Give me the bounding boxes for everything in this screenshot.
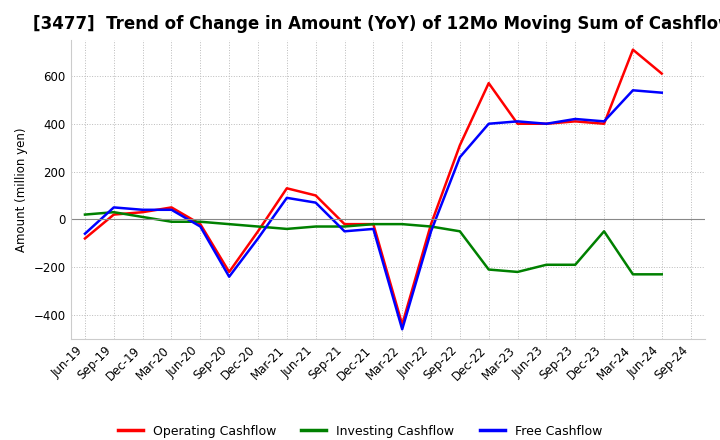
Operating Cashflow — [253, 229, 262, 234]
Investing Cashflow — [542, 262, 551, 268]
Operating Cashflow — [485, 81, 493, 86]
Free Cashflow — [225, 274, 233, 279]
Line: Operating Cashflow: Operating Cashflow — [85, 50, 662, 325]
Operating Cashflow — [600, 121, 608, 126]
Free Cashflow — [571, 116, 580, 121]
Operating Cashflow — [138, 209, 147, 215]
Free Cashflow — [311, 200, 320, 205]
Line: Free Cashflow: Free Cashflow — [85, 90, 662, 329]
Free Cashflow — [167, 207, 176, 213]
Operating Cashflow — [196, 221, 204, 227]
Free Cashflow — [81, 231, 89, 236]
Investing Cashflow — [311, 224, 320, 229]
Operating Cashflow — [109, 212, 118, 217]
Free Cashflow — [456, 154, 464, 160]
Operating Cashflow — [542, 121, 551, 126]
Operating Cashflow — [81, 236, 89, 241]
Title: [3477]  Trend of Change in Amount (YoY) of 12Mo Moving Sum of Cashflows: [3477] Trend of Change in Amount (YoY) o… — [32, 15, 720, 33]
Operating Cashflow — [398, 322, 407, 327]
Free Cashflow — [138, 207, 147, 213]
Investing Cashflow — [398, 221, 407, 227]
Free Cashflow — [485, 121, 493, 126]
Operating Cashflow — [629, 47, 637, 52]
Investing Cashflow — [456, 229, 464, 234]
Operating Cashflow — [571, 119, 580, 124]
Investing Cashflow — [253, 224, 262, 229]
Investing Cashflow — [629, 271, 637, 277]
Operating Cashflow — [225, 269, 233, 275]
Free Cashflow — [340, 229, 348, 234]
Investing Cashflow — [427, 224, 436, 229]
Investing Cashflow — [167, 219, 176, 224]
Free Cashflow — [253, 236, 262, 241]
Line: Investing Cashflow: Investing Cashflow — [85, 212, 662, 274]
Free Cashflow — [427, 229, 436, 234]
Operating Cashflow — [456, 143, 464, 148]
Operating Cashflow — [167, 205, 176, 210]
Investing Cashflow — [513, 269, 522, 275]
Free Cashflow — [629, 88, 637, 93]
Investing Cashflow — [138, 214, 147, 220]
Operating Cashflow — [369, 221, 378, 227]
Operating Cashflow — [282, 186, 291, 191]
Investing Cashflow — [109, 209, 118, 215]
Free Cashflow — [513, 119, 522, 124]
Investing Cashflow — [571, 262, 580, 268]
Investing Cashflow — [196, 219, 204, 224]
Free Cashflow — [369, 226, 378, 231]
Investing Cashflow — [340, 224, 348, 229]
Free Cashflow — [398, 326, 407, 332]
Legend: Operating Cashflow, Investing Cashflow, Free Cashflow: Operating Cashflow, Investing Cashflow, … — [113, 420, 607, 440]
Operating Cashflow — [311, 193, 320, 198]
Free Cashflow — [196, 224, 204, 229]
Free Cashflow — [282, 195, 291, 201]
Investing Cashflow — [81, 212, 89, 217]
Investing Cashflow — [600, 229, 608, 234]
Investing Cashflow — [485, 267, 493, 272]
Operating Cashflow — [657, 71, 666, 76]
Free Cashflow — [657, 90, 666, 95]
Investing Cashflow — [369, 221, 378, 227]
Free Cashflow — [109, 205, 118, 210]
Free Cashflow — [600, 119, 608, 124]
Operating Cashflow — [513, 121, 522, 126]
Investing Cashflow — [282, 226, 291, 231]
Free Cashflow — [542, 121, 551, 126]
Investing Cashflow — [657, 271, 666, 277]
Investing Cashflow — [225, 221, 233, 227]
Y-axis label: Amount (million yen): Amount (million yen) — [15, 127, 28, 252]
Operating Cashflow — [340, 221, 348, 227]
Operating Cashflow — [427, 221, 436, 227]
